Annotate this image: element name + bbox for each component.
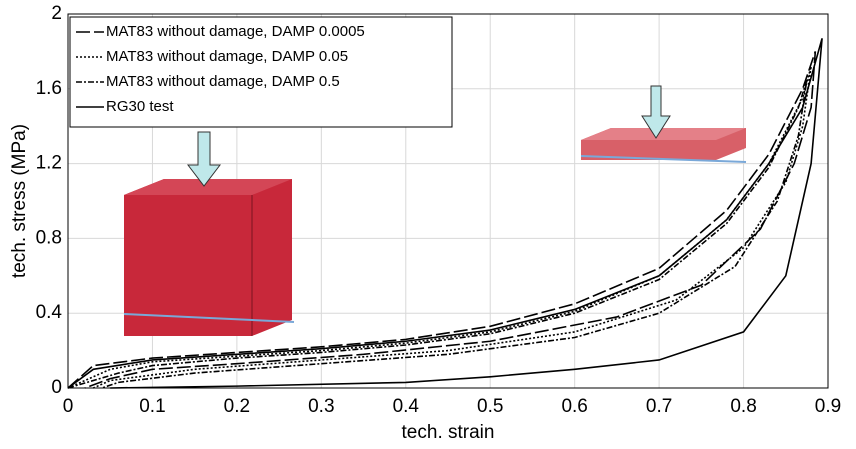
data-line — [67, 38, 823, 389]
legend: MAT83 without damage, DAMP 0.0005 MAT83 w… — [69, 16, 453, 128]
block-base — [123, 313, 295, 323]
legend-label: MAT83 without damage, DAMP 0.0005 — [106, 23, 365, 40]
y-tick-label: 0.4 — [36, 302, 63, 323]
lines — [67, 38, 823, 389]
x-tick-label: 0.9 — [815, 396, 841, 417]
x-tick-label: 0.2 — [224, 396, 250, 417]
legend-label: MAT83 without damage, DAMP 0.05 — [106, 48, 348, 65]
arrow — [641, 85, 671, 139]
plot-frame — [67, 13, 829, 389]
illustration-large-block — [123, 131, 295, 336]
x-tick-label: 0.5 — [477, 396, 503, 417]
x-axis-label: tech. strain — [402, 422, 495, 443]
data-line — [67, 79, 808, 389]
x-tick-label: 0.3 — [308, 396, 334, 417]
y-axis-label: tech. stress (MPa) — [9, 124, 30, 278]
block-base — [580, 155, 747, 163]
x-tick-label: 0.6 — [561, 396, 587, 417]
legend-label: RG30 test — [106, 98, 174, 115]
y-tick-label: 1.6 — [36, 78, 62, 99]
legend-label: MAT83 without damage, DAMP 0.5 — [106, 73, 340, 90]
block-top — [581, 128, 746, 140]
arrow — [186, 131, 222, 187]
x-tick-label: 0.4 — [393, 396, 420, 417]
y-tick-label: 0 — [51, 377, 62, 398]
x-tick-label: 0.1 — [139, 396, 165, 417]
x-tick-label: 0 — [63, 396, 74, 417]
legend-box — [69, 16, 453, 128]
illustration-flat-block — [580, 85, 747, 163]
y-tick-label: 0.8 — [36, 227, 62, 248]
y-tick-label: 2 — [51, 3, 62, 24]
data-line — [67, 51, 817, 389]
block — [124, 179, 292, 336]
y-tick-label: 1.2 — [36, 153, 62, 174]
block-top — [124, 179, 292, 195]
x-tick-label: 0.8 — [730, 396, 756, 417]
x-tick-label: 0.7 — [646, 396, 672, 417]
